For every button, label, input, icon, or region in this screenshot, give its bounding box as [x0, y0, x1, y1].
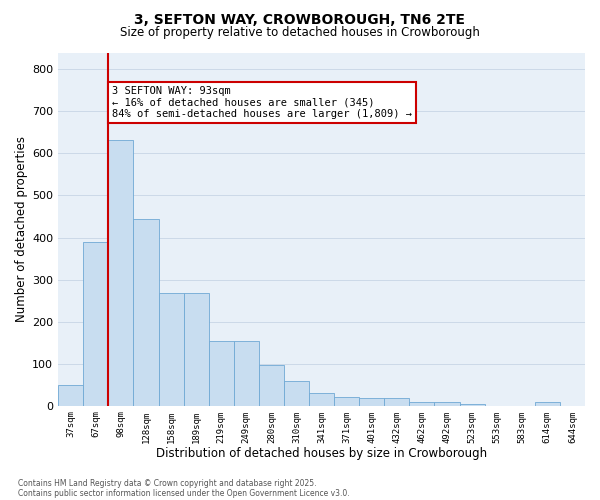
- Text: Size of property relative to detached houses in Crowborough: Size of property relative to detached ho…: [120, 26, 480, 39]
- Bar: [133, 218, 158, 406]
- Bar: [434, 402, 460, 406]
- Text: Contains HM Land Registry data © Crown copyright and database right 2025.
Contai: Contains HM Land Registry data © Crown c…: [18, 478, 350, 498]
- Text: 3 SEFTON WAY: 93sqm
← 16% of detached houses are smaller (345)
84% of semi-detac: 3 SEFTON WAY: 93sqm ← 16% of detached ho…: [112, 86, 412, 120]
- Bar: [83, 242, 109, 406]
- Bar: [460, 404, 485, 406]
- Bar: [284, 382, 309, 406]
- Y-axis label: Number of detached properties: Number of detached properties: [15, 136, 28, 322]
- Bar: [184, 293, 209, 406]
- Bar: [234, 340, 259, 406]
- Bar: [259, 365, 284, 406]
- Bar: [409, 402, 434, 406]
- Text: 3, SEFTON WAY, CROWBOROUGH, TN6 2TE: 3, SEFTON WAY, CROWBOROUGH, TN6 2TE: [134, 12, 466, 26]
- Bar: [209, 340, 234, 406]
- Bar: [384, 398, 409, 406]
- Bar: [535, 402, 560, 406]
- Bar: [158, 293, 184, 406]
- Bar: [359, 398, 384, 406]
- Bar: [334, 398, 359, 406]
- Bar: [109, 140, 133, 406]
- X-axis label: Distribution of detached houses by size in Crowborough: Distribution of detached houses by size …: [156, 447, 487, 460]
- Bar: [309, 393, 334, 406]
- Bar: [58, 384, 83, 406]
